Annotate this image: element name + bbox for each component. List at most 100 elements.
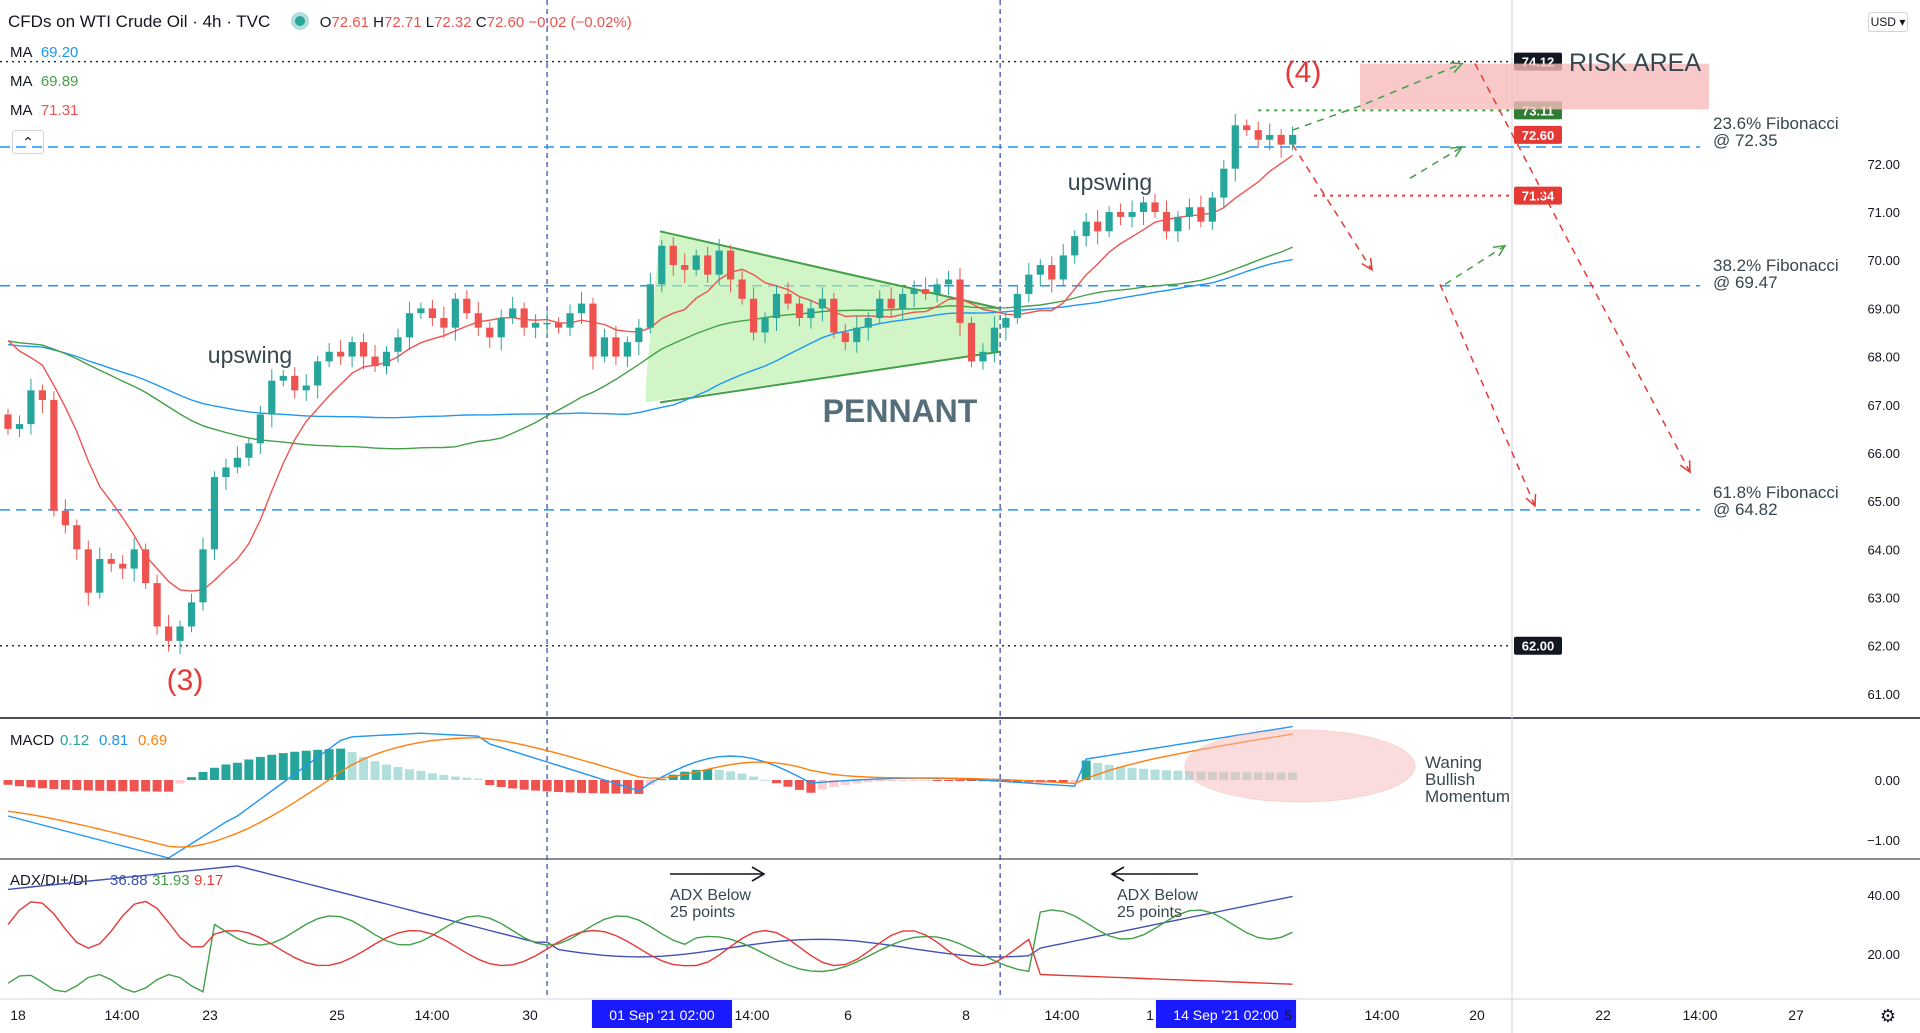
candle-body [589, 303, 597, 357]
macd-histogram-bar [749, 776, 759, 780]
candle-body [933, 284, 941, 294]
chart-header: CFDs on WTI Crude Oil · 4h · TVC O72.61 … [8, 12, 632, 32]
risk-area-box [1360, 63, 1709, 110]
macd-histogram-bar [966, 780, 976, 781]
macd-histogram-bar [404, 769, 414, 780]
candle-body [566, 313, 574, 328]
time-axis-label: 14:00 [104, 1007, 139, 1023]
projection-arrow [1474, 63, 1691, 473]
macd-histogram-bar [680, 771, 690, 780]
collapse-legend-button[interactable]: ⌃ [12, 130, 44, 154]
candle-body [187, 602, 196, 627]
pennant-label: PENNANT [823, 393, 978, 429]
macd-histogram-bar [209, 767, 219, 780]
settings-gear-icon: ⚙ [1880, 1006, 1896, 1026]
candle-body [15, 424, 24, 429]
macd-histogram-bar [726, 771, 736, 780]
macd-histogram-bar [164, 780, 174, 792]
macd-histogram-bar [49, 780, 59, 790]
candle-body [876, 298, 884, 319]
ma-label-green[interactable]: MA 69.89 [10, 73, 78, 90]
macd-histogram-bar [737, 773, 747, 780]
macd-histogram-bar [898, 780, 908, 781]
macd-histogram-bar [932, 780, 942, 781]
price-tick-label: 72.00 [1867, 157, 1900, 172]
macd-histogram-bar [290, 751, 300, 780]
candle-body [1277, 134, 1285, 145]
macd-histogram-bar [347, 751, 357, 780]
projection-arrow [1439, 284, 1536, 507]
candle-body [371, 356, 379, 367]
macd-histogram-bar [703, 769, 713, 780]
adx-title: ADX/DI+/DI- [10, 872, 93, 889]
adx-below-label: ADX Below 25 points [1117, 887, 1198, 921]
price-highlight-badge [1514, 636, 1562, 655]
adx-arrow-left [1110, 866, 1198, 882]
wave-3-label: (3) [167, 664, 204, 697]
candle-body [1185, 207, 1194, 217]
macd-histogram-bar [462, 777, 472, 780]
ma-label-blue[interactable]: MA 69.20 [10, 44, 78, 61]
candle-body [784, 293, 792, 304]
projection-arrow [1292, 62, 1463, 131]
ohlc-open: 72.61 [331, 14, 369, 31]
macd-histogram-bar [3, 780, 13, 785]
candle-body [1174, 216, 1182, 232]
candle-body [1094, 221, 1102, 232]
macd-line [7, 725, 1293, 859]
macd-histogram-bar [485, 780, 495, 786]
waning-momentum-highlight [1184, 729, 1416, 803]
price-highlight-badge [1514, 125, 1562, 144]
candle-body [681, 265, 689, 270]
macd-histogram-bar [875, 780, 885, 782]
ma-label-green-value: 69.89 [40, 73, 79, 90]
time-axis-label: 18 [10, 1007, 26, 1023]
macd-histogram-bar [760, 779, 770, 781]
candle-body [107, 558, 115, 564]
candle-body [795, 303, 804, 319]
ohlc-high: 72.71 [384, 14, 422, 31]
macd-histogram-bar [382, 764, 392, 780]
candle-body [600, 337, 609, 357]
candle-body [1243, 125, 1251, 131]
time-axis-highlight [591, 1000, 733, 1028]
ohlc-readout: O72.61 H72.71 L72.32 C72.60 −0.02 (−0.02… [320, 14, 632, 31]
ma-label-red[interactable]: MA 71.31 [10, 102, 78, 119]
macd-histogram-bar [72, 780, 82, 791]
macd-histogram-bar [473, 778, 483, 780]
candle-body [1231, 125, 1239, 169]
macd-legend-value: 0.81 [99, 732, 128, 749]
candle-body [704, 255, 712, 275]
macd-histogram-bar [599, 780, 609, 794]
risk-area-label: RISK AREA [1569, 49, 1701, 77]
candle-body [577, 303, 586, 314]
candle-body [1116, 212, 1125, 217]
ohlc-open-key: O [319, 14, 332, 31]
time-axis-highlight [1155, 1000, 1297, 1028]
macd-histogram-bar [1104, 764, 1114, 780]
price-tick-label: 67.00 [1867, 398, 1900, 413]
ma-label-green-name: MA [10, 73, 33, 90]
candle-body [738, 279, 746, 299]
candle-body [979, 351, 987, 362]
candle-body [486, 327, 494, 338]
candle-body [1151, 202, 1159, 213]
symbol-title[interactable]: CFDs on WTI Crude Oil · 4h · TVC [8, 12, 271, 31]
price-highlight-label: 62.00 [1522, 639, 1555, 654]
macd-histogram-bar [542, 780, 552, 792]
price-tick-label: 62.00 [1867, 639, 1900, 654]
ma-label-red-value: 71.31 [40, 102, 79, 119]
moving-average-line [7, 246, 1293, 450]
candle-body [1059, 255, 1067, 280]
macd-histogram-bar [829, 780, 839, 788]
candle-body [658, 245, 666, 285]
macd-histogram-bar [255, 756, 265, 780]
currency-button[interactable]: USD ▾ [1868, 12, 1908, 32]
macd-histogram-bar [806, 780, 816, 793]
candle-body [1071, 236, 1079, 256]
macd-histogram-bar [668, 774, 678, 780]
candle-body [233, 457, 241, 468]
ohlc-close: 72.60 [486, 14, 525, 31]
candle-body [1289, 134, 1297, 145]
